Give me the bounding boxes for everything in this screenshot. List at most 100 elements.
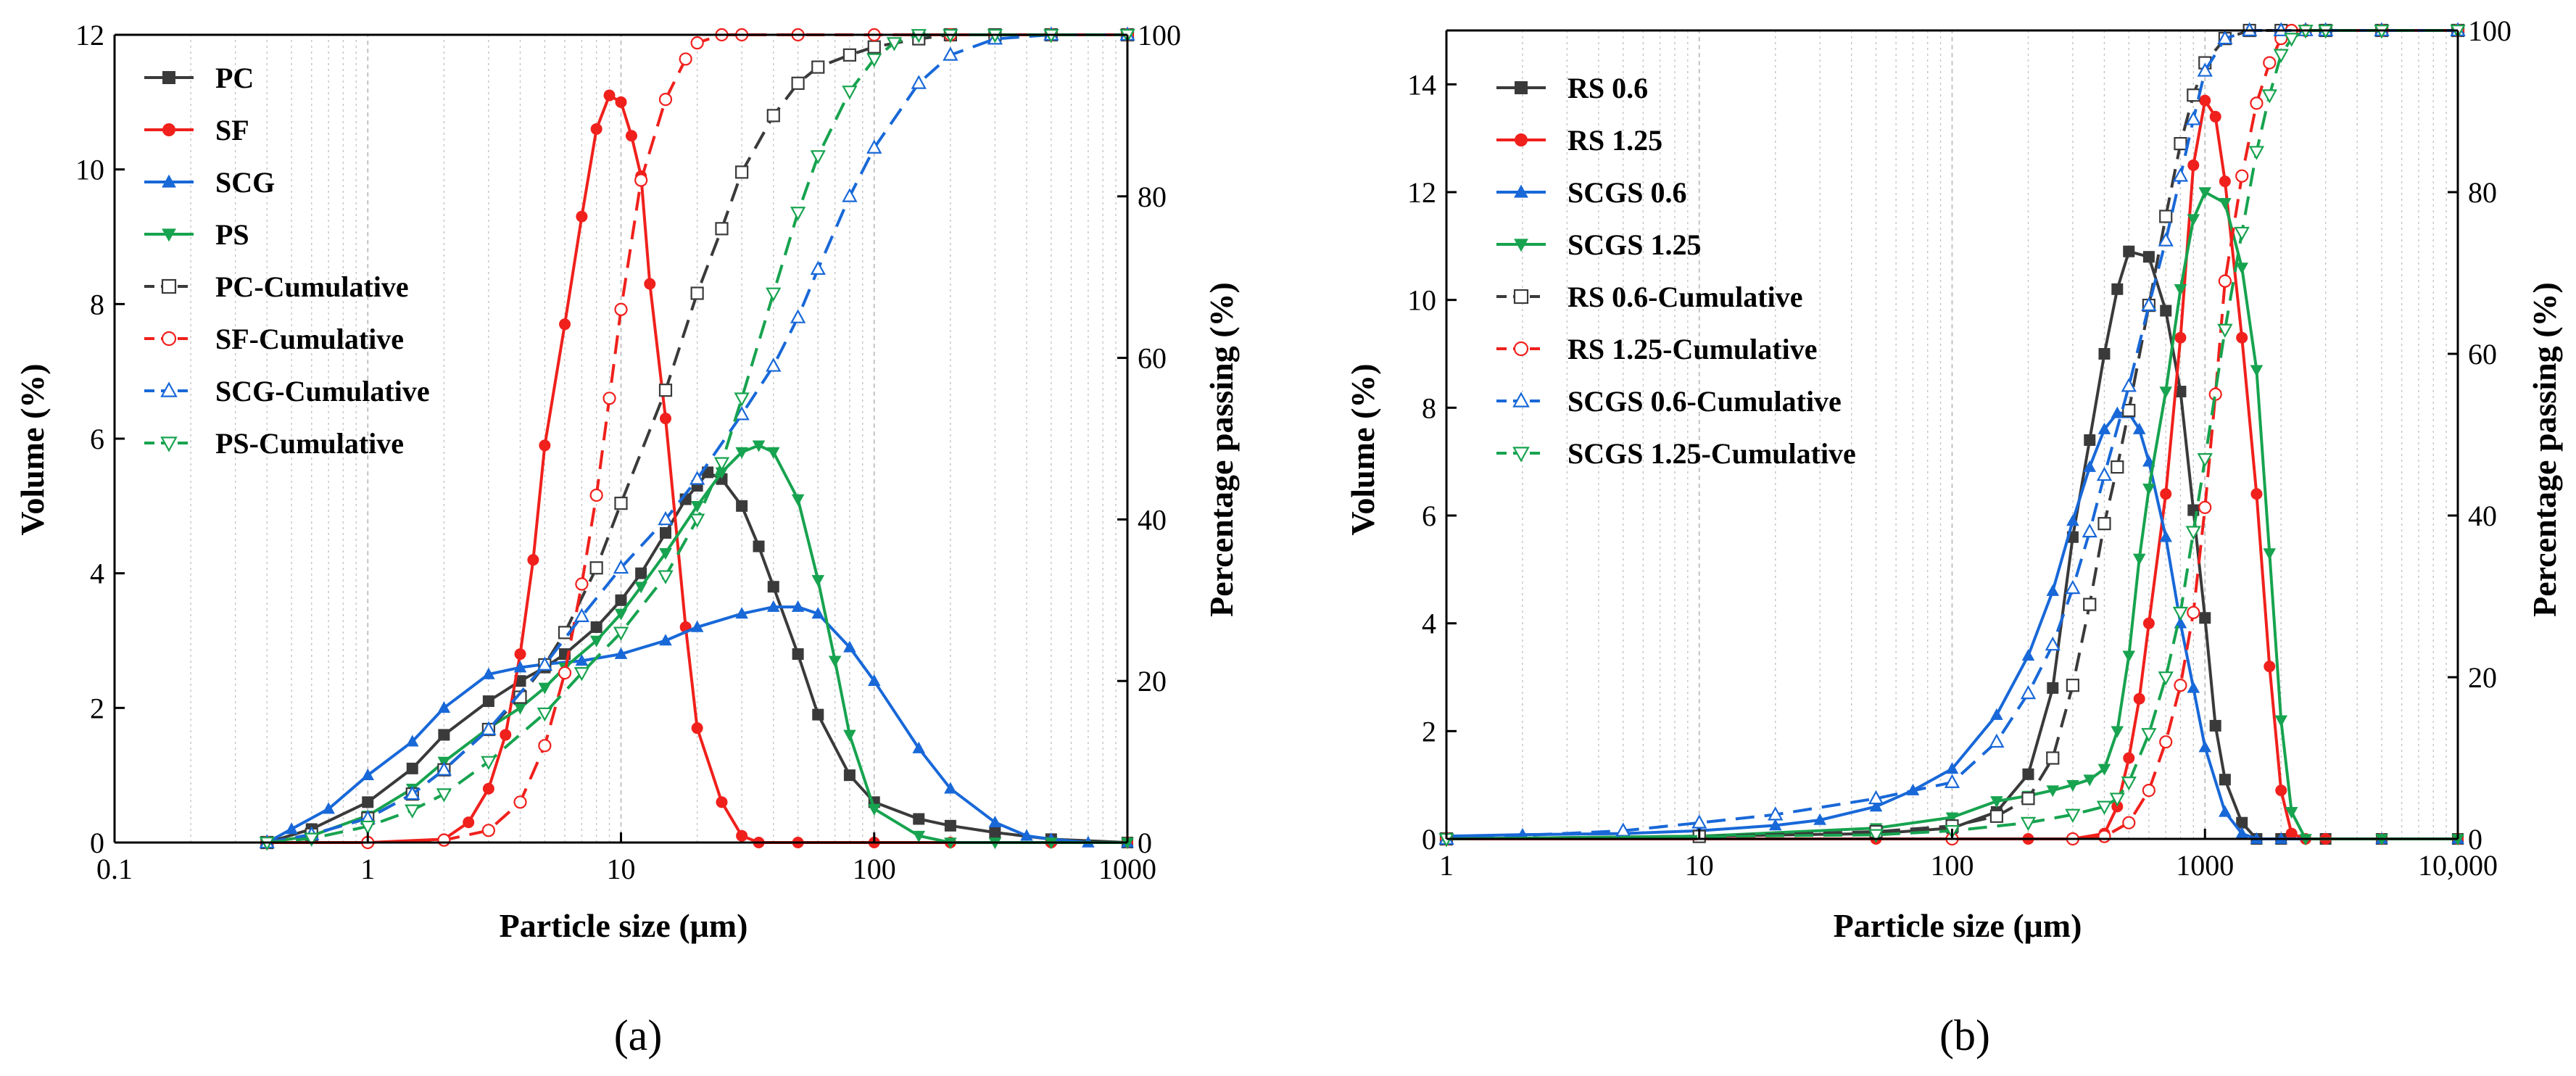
legend-label: PS-Cumulative (215, 427, 404, 460)
data-point (753, 540, 765, 553)
data-point (867, 803, 881, 816)
data-point (2172, 606, 2189, 621)
y-tick-label: 12 (75, 19, 104, 51)
data-point (2172, 167, 2189, 182)
legend-marker (161, 278, 177, 294)
data-point (2187, 605, 2200, 619)
data-point (2158, 671, 2174, 686)
data-point (843, 640, 856, 653)
x-tick-label: 1 (360, 853, 375, 885)
x-tick-label: 100 (853, 853, 896, 885)
data-point (1944, 774, 1960, 788)
data-point (735, 607, 748, 619)
data-point (2263, 56, 2277, 70)
data-point (828, 655, 842, 668)
panel-b-grid (1522, 30, 2447, 839)
legend-marker (1512, 447, 1530, 463)
panel-label-a: (a) (614, 1011, 663, 1059)
y2-axis-title: Percentage passing (%) (1203, 282, 1240, 617)
data-point (2199, 612, 2211, 624)
x-axis-title: Particle size (μm) (500, 907, 748, 944)
data-point (913, 813, 925, 825)
data-point (573, 667, 590, 682)
data-point (1868, 790, 1884, 805)
data-point (482, 782, 494, 795)
data-point (790, 309, 806, 323)
data-point (2142, 783, 2155, 798)
data-point (1990, 708, 2003, 720)
legend-marker (1512, 392, 1530, 407)
data-point (361, 768, 375, 780)
data-point (2022, 768, 2034, 780)
data-point (659, 526, 671, 539)
data-point (811, 607, 825, 619)
data-point (602, 392, 616, 405)
data-point (2097, 517, 2111, 531)
y2-axis-title: Percentage passing (%) (2526, 282, 2563, 617)
data-point (2250, 96, 2264, 110)
data-point (2046, 584, 2060, 596)
data-point (436, 788, 452, 803)
data-point (690, 36, 704, 50)
data-point (2021, 649, 2035, 661)
legend-marker (161, 331, 177, 347)
data-point (790, 207, 806, 221)
data-point (2066, 779, 2079, 792)
data-point (589, 635, 603, 647)
data-point (2065, 579, 2081, 595)
legend-marker (160, 436, 178, 452)
data-point (2097, 829, 2111, 843)
data-point (2285, 827, 2298, 840)
data-point (886, 37, 903, 51)
data-point (810, 150, 826, 165)
data-point (2174, 284, 2187, 296)
data-point (791, 600, 805, 612)
data-point (2261, 89, 2277, 104)
data-point (1945, 762, 1959, 774)
legend-marker (162, 123, 175, 136)
data-point (2219, 774, 2231, 786)
data-point (843, 769, 856, 782)
data-point (644, 278, 656, 290)
data-point (2275, 785, 2287, 797)
panel-b-legend: RS 0.6 RS 1.25 SCGS 0.6 SCGS 1.25 RS 0.6-Cum… (1496, 72, 1856, 470)
data-point (514, 648, 526, 661)
data-point (576, 210, 588, 223)
legend-entry-scgs-1-25-cumulative: SCGS 1.25-Cumulative (1496, 437, 1856, 470)
data-point (2209, 110, 2221, 123)
data-point (842, 86, 858, 100)
x-tick-label: 10 (1685, 849, 1714, 882)
data-point (2217, 30, 2233, 45)
data-point (766, 287, 782, 302)
data-point (2122, 650, 2136, 663)
data-point (2021, 792, 2035, 806)
data-point (690, 620, 704, 632)
data-point (2084, 434, 2096, 446)
data-point (2083, 460, 2097, 472)
data-point (2141, 728, 2157, 742)
data-point (2174, 331, 2187, 344)
legend-entry-sf: SF (144, 114, 249, 146)
legend-entry-ps-cumulative: PS-Cumulative (144, 427, 404, 460)
y2-tick-label: 20 (1138, 665, 1167, 698)
data-point (500, 729, 512, 741)
data-point (438, 729, 450, 741)
data-point (559, 318, 571, 331)
data-point (2142, 617, 2155, 629)
y-tick-label: 10 (1407, 284, 1436, 317)
data-point (2236, 816, 2248, 829)
data-point (689, 513, 705, 528)
legend-entry-scg: SCG (144, 166, 275, 199)
y-tick-label: 0 (1422, 823, 1436, 856)
data-point (463, 816, 475, 829)
data-point (2198, 187, 2212, 199)
data-point (482, 695, 494, 708)
data-point (2187, 88, 2200, 102)
data-point (2197, 62, 2213, 77)
data-point (437, 701, 451, 713)
y-tick-label: 10 (75, 154, 104, 186)
data-point (2219, 805, 2232, 817)
legend-entry-scgs-0-6: SCGS 0.6 (1496, 176, 1687, 209)
data-point (2141, 297, 2157, 311)
